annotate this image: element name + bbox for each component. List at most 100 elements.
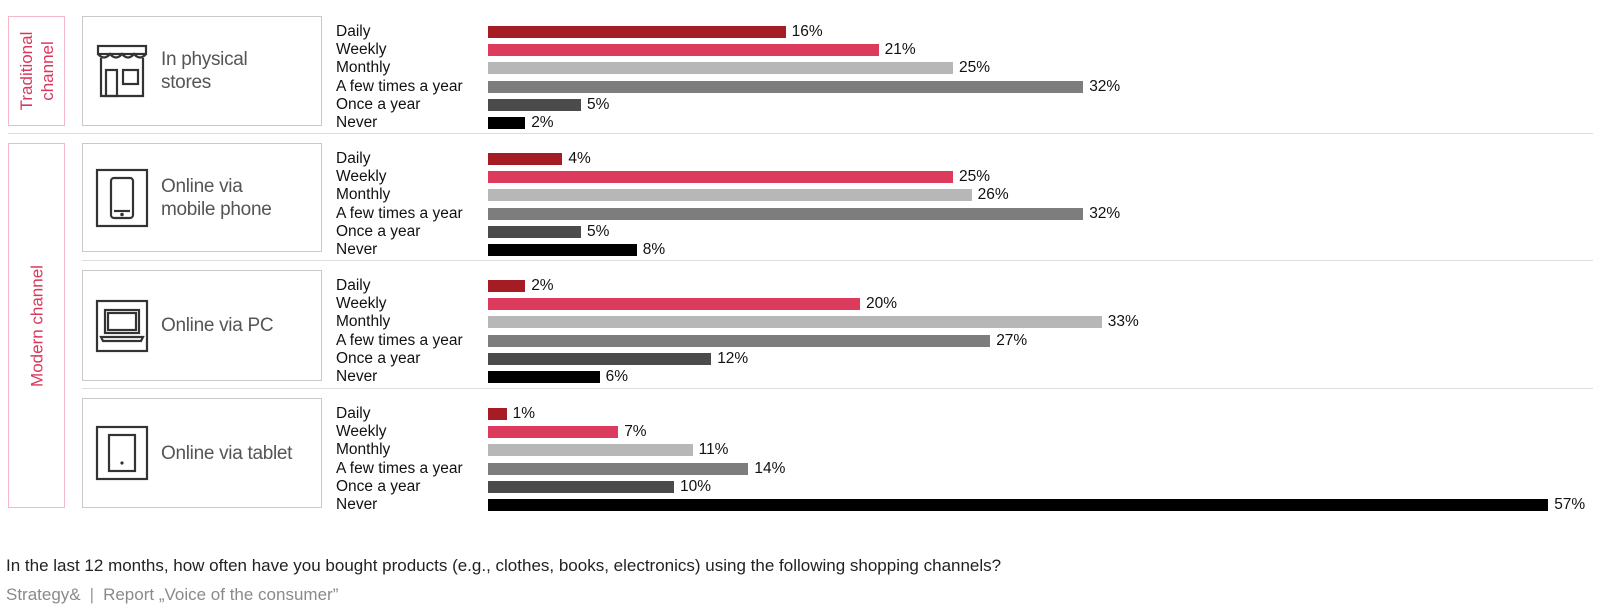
data-label-in-physical-stores-daily: 16% bbox=[791, 23, 823, 40]
bar-online-via-pc-never bbox=[488, 371, 600, 383]
channel-box-in-physical-stores: In physical stores bbox=[82, 16, 322, 126]
frequency-label-a-few-times-a-year: A few times a year bbox=[336, 77, 463, 95]
data-label-in-physical-stores-monthly: 25% bbox=[959, 59, 991, 77]
frequency-label-daily: Daily bbox=[336, 150, 371, 167]
channel-box-online-via-tablet: Online via tablet bbox=[82, 398, 322, 508]
data-label-online-via-pc-a-few-times-a-year: 27% bbox=[996, 331, 1028, 349]
data-label-online-via-pc-weekly: 20% bbox=[866, 295, 898, 313]
laptop-icon-wrapper bbox=[95, 296, 149, 356]
data-label-online-via-tablet-daily: 1% bbox=[512, 405, 535, 422]
tablet-icon-wrapper bbox=[95, 423, 149, 483]
footer-report: Report „Voice of the consumer” bbox=[103, 585, 339, 604]
data-label-online-via-mobile-phone-monthly: 26% bbox=[977, 186, 1009, 204]
group-box-modern-channel: Modern channel bbox=[8, 143, 65, 508]
bar-online-via-tablet-once-a-year bbox=[488, 480, 674, 493]
group-box-traditional-channel: Traditional channel bbox=[8, 16, 65, 126]
data-label-in-physical-stores-weekly: 21% bbox=[884, 41, 916, 59]
data-label-in-physical-stores-never: 2% bbox=[531, 114, 554, 131]
mobile-phone-icon-wrapper bbox=[95, 168, 149, 228]
group-label: Traditional channel bbox=[16, 31, 57, 111]
channel-name: In physical stores bbox=[161, 49, 248, 93]
frequency-label-once-a-year: Once a year bbox=[336, 95, 421, 113]
data-label-online-via-pc-never: 6% bbox=[605, 368, 628, 385]
frequency-label-never: Never bbox=[336, 114, 378, 131]
bar-online-via-tablet-weekly bbox=[488, 426, 619, 439]
bar-in-physical-stores-never bbox=[488, 117, 526, 129]
block-divider bbox=[8, 133, 1593, 134]
footer-separator: | bbox=[89, 585, 95, 604]
bar-in-physical-stores-weekly bbox=[488, 44, 879, 57]
store-icon bbox=[96, 44, 148, 98]
footer-brand: Strategy& bbox=[6, 585, 81, 604]
store-icon-wrapper bbox=[95, 41, 149, 101]
channel-box-online-via-pc: Online via PC bbox=[82, 270, 322, 381]
frequency-label-once-a-year: Once a year bbox=[336, 349, 421, 367]
channel-name: Online via mobile phone bbox=[161, 175, 272, 220]
frequency-label-monthly: Monthly bbox=[336, 186, 391, 204]
group-label: Modern channel bbox=[27, 264, 46, 387]
bar-online-via-mobile-phone-weekly bbox=[488, 171, 953, 184]
block-divider bbox=[82, 260, 1593, 261]
bar-online-via-pc-a-few-times-a-year bbox=[488, 334, 991, 347]
data-label-online-via-mobile-phone-weekly: 25% bbox=[959, 168, 991, 186]
bar-online-via-tablet-a-few-times-a-year bbox=[488, 462, 749, 475]
frequency-label-daily: Daily bbox=[336, 405, 371, 422]
frequency-label-daily: Daily bbox=[336, 277, 371, 294]
bar-in-physical-stores-monthly bbox=[488, 62, 953, 75]
channel-name: Online via tablet bbox=[161, 442, 293, 464]
bar-online-via-mobile-phone-never bbox=[488, 244, 637, 256]
frequency-label-monthly: Monthly bbox=[336, 313, 391, 331]
frequency-label-a-few-times-a-year: A few times a year bbox=[336, 204, 463, 222]
data-label-online-via-tablet-never: 57% bbox=[1554, 496, 1586, 513]
frequency-label-a-few-times-a-year: A few times a year bbox=[336, 331, 463, 349]
frequency-label-weekly: Weekly bbox=[336, 41, 387, 59]
bar-online-via-pc-monthly bbox=[488, 316, 1102, 329]
bar-online-via-pc-weekly bbox=[488, 298, 860, 311]
data-label-online-via-pc-monthly: 33% bbox=[1107, 313, 1139, 331]
block-divider bbox=[82, 388, 1593, 389]
data-label-online-via-mobile-phone-daily: 4% bbox=[568, 150, 591, 167]
channel-box-online-via-mobile-phone: Online via mobile phone bbox=[82, 143, 322, 252]
frequency-label-monthly: Monthly bbox=[336, 59, 391, 77]
bar-online-via-pc-daily bbox=[488, 280, 526, 292]
data-label-online-via-tablet-a-few-times-a-year: 14% bbox=[754, 459, 786, 477]
bar-in-physical-stores-once-a-year bbox=[488, 98, 581, 111]
data-label-in-physical-stores-once-a-year: 5% bbox=[587, 95, 610, 113]
channel-name: Online via PC bbox=[161, 315, 274, 336]
frequency-label-daily: Daily bbox=[336, 23, 371, 40]
laptop-icon bbox=[95, 299, 149, 352]
bar-online-via-mobile-phone-daily bbox=[488, 153, 563, 165]
data-label-online-via-mobile-phone-once-a-year: 5% bbox=[587, 222, 610, 240]
frequency-label-weekly: Weekly bbox=[336, 423, 387, 441]
mobile-phone-icon bbox=[95, 168, 149, 227]
tablet-icon bbox=[95, 425, 149, 481]
data-label-in-physical-stores-a-few-times-a-year: 32% bbox=[1089, 77, 1121, 95]
frequency-label-once-a-year: Once a year bbox=[336, 477, 421, 495]
data-label-online-via-mobile-phone-a-few-times-a-year: 32% bbox=[1089, 204, 1121, 222]
chart-caption: In the last 12 months, how often have yo… bbox=[6, 556, 1002, 575]
frequency-label-weekly: Weekly bbox=[336, 295, 387, 313]
data-label-online-via-pc-once-a-year: 12% bbox=[717, 349, 749, 367]
frequency-label-a-few-times-a-year: A few times a year bbox=[336, 459, 463, 477]
frequency-label-weekly: Weekly bbox=[336, 168, 387, 186]
frequency-label-once-a-year: Once a year bbox=[336, 222, 421, 240]
bar-online-via-pc-once-a-year bbox=[488, 352, 712, 365]
bar-online-via-mobile-phone-once-a-year bbox=[488, 225, 581, 238]
frequency-label-monthly: Monthly bbox=[336, 441, 391, 459]
bar-online-via-mobile-phone-a-few-times-a-year bbox=[488, 207, 1084, 220]
data-label-online-via-tablet-monthly: 11% bbox=[698, 441, 729, 459]
footer: Strategy& | Report „Voice of the consumer” bbox=[6, 585, 338, 605]
data-label-online-via-tablet-once-a-year: 10% bbox=[680, 477, 712, 495]
frequency-label-never: Never bbox=[336, 241, 378, 258]
data-label-online-via-tablet-weekly: 7% bbox=[624, 423, 647, 441]
bar-online-via-tablet-monthly bbox=[488, 444, 693, 457]
bar-online-via-tablet-never bbox=[488, 499, 1549, 511]
frequency-label-never: Never bbox=[336, 368, 378, 385]
frequency-label-never: Never bbox=[336, 496, 378, 513]
bar-online-via-tablet-daily bbox=[488, 408, 507, 420]
bar-in-physical-stores-a-few-times-a-year bbox=[488, 80, 1084, 93]
data-label-online-via-pc-daily: 2% bbox=[531, 277, 554, 294]
bar-online-via-mobile-phone-monthly bbox=[488, 189, 972, 202]
data-label-online-via-mobile-phone-never: 8% bbox=[642, 241, 666, 258]
bar-in-physical-stores-daily bbox=[488, 26, 786, 38]
